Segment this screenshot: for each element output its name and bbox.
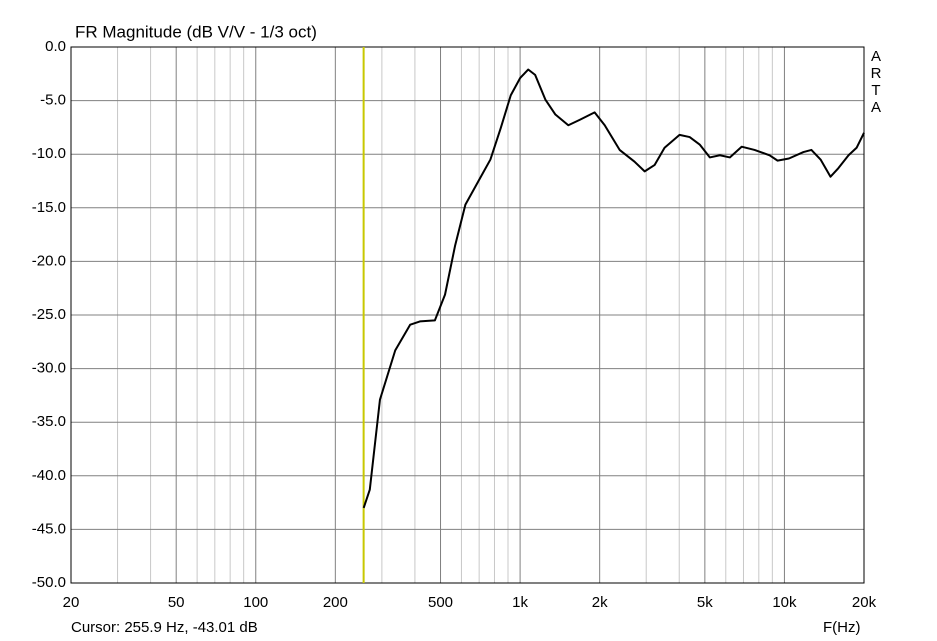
y-tick-label: -30.0	[32, 360, 66, 377]
x-tick-label: 20k	[852, 594, 877, 611]
watermark-letter: R	[871, 65, 882, 82]
chart-title: FR Magnitude (dB V/V - 1/3 oct)	[75, 22, 317, 41]
y-tick-label: -50.0	[32, 574, 66, 591]
y-tick-label: -10.0	[32, 145, 66, 162]
y-tick-label: -15.0	[32, 199, 66, 216]
watermark-letter: T	[871, 82, 880, 99]
x-tick-label: 20	[63, 594, 80, 611]
y-tick-label: -20.0	[32, 252, 66, 269]
plot-frame	[70, 46, 865, 584]
watermark-letter: A	[871, 48, 881, 65]
x-tick-label: 100	[243, 594, 268, 611]
cursor-readout: Cursor: 255.9 Hz, -43.01 dB	[71, 619, 258, 636]
y-tick-label: -5.0	[40, 92, 66, 109]
x-tick-label: 2k	[592, 594, 608, 611]
x-tick-label: 200	[323, 594, 348, 611]
y-tick-label: -40.0	[32, 467, 66, 484]
x-tick-label: 5k	[697, 594, 713, 611]
x-tick-label: 1k	[512, 594, 528, 611]
x-tick-label: 50	[168, 594, 185, 611]
y-tick-label: -25.0	[32, 306, 66, 323]
x-tick-label: 10k	[772, 594, 797, 611]
y-tick-label: -35.0	[32, 413, 66, 430]
y-tick-label: -45.0	[32, 520, 66, 537]
watermark-letter: A	[871, 99, 881, 116]
x-axis-label: F(Hz)	[823, 619, 861, 636]
fr-curve	[362, 68, 865, 509]
x-tick-label: 500	[428, 594, 453, 611]
y-tick-label: 0.0	[45, 38, 66, 55]
